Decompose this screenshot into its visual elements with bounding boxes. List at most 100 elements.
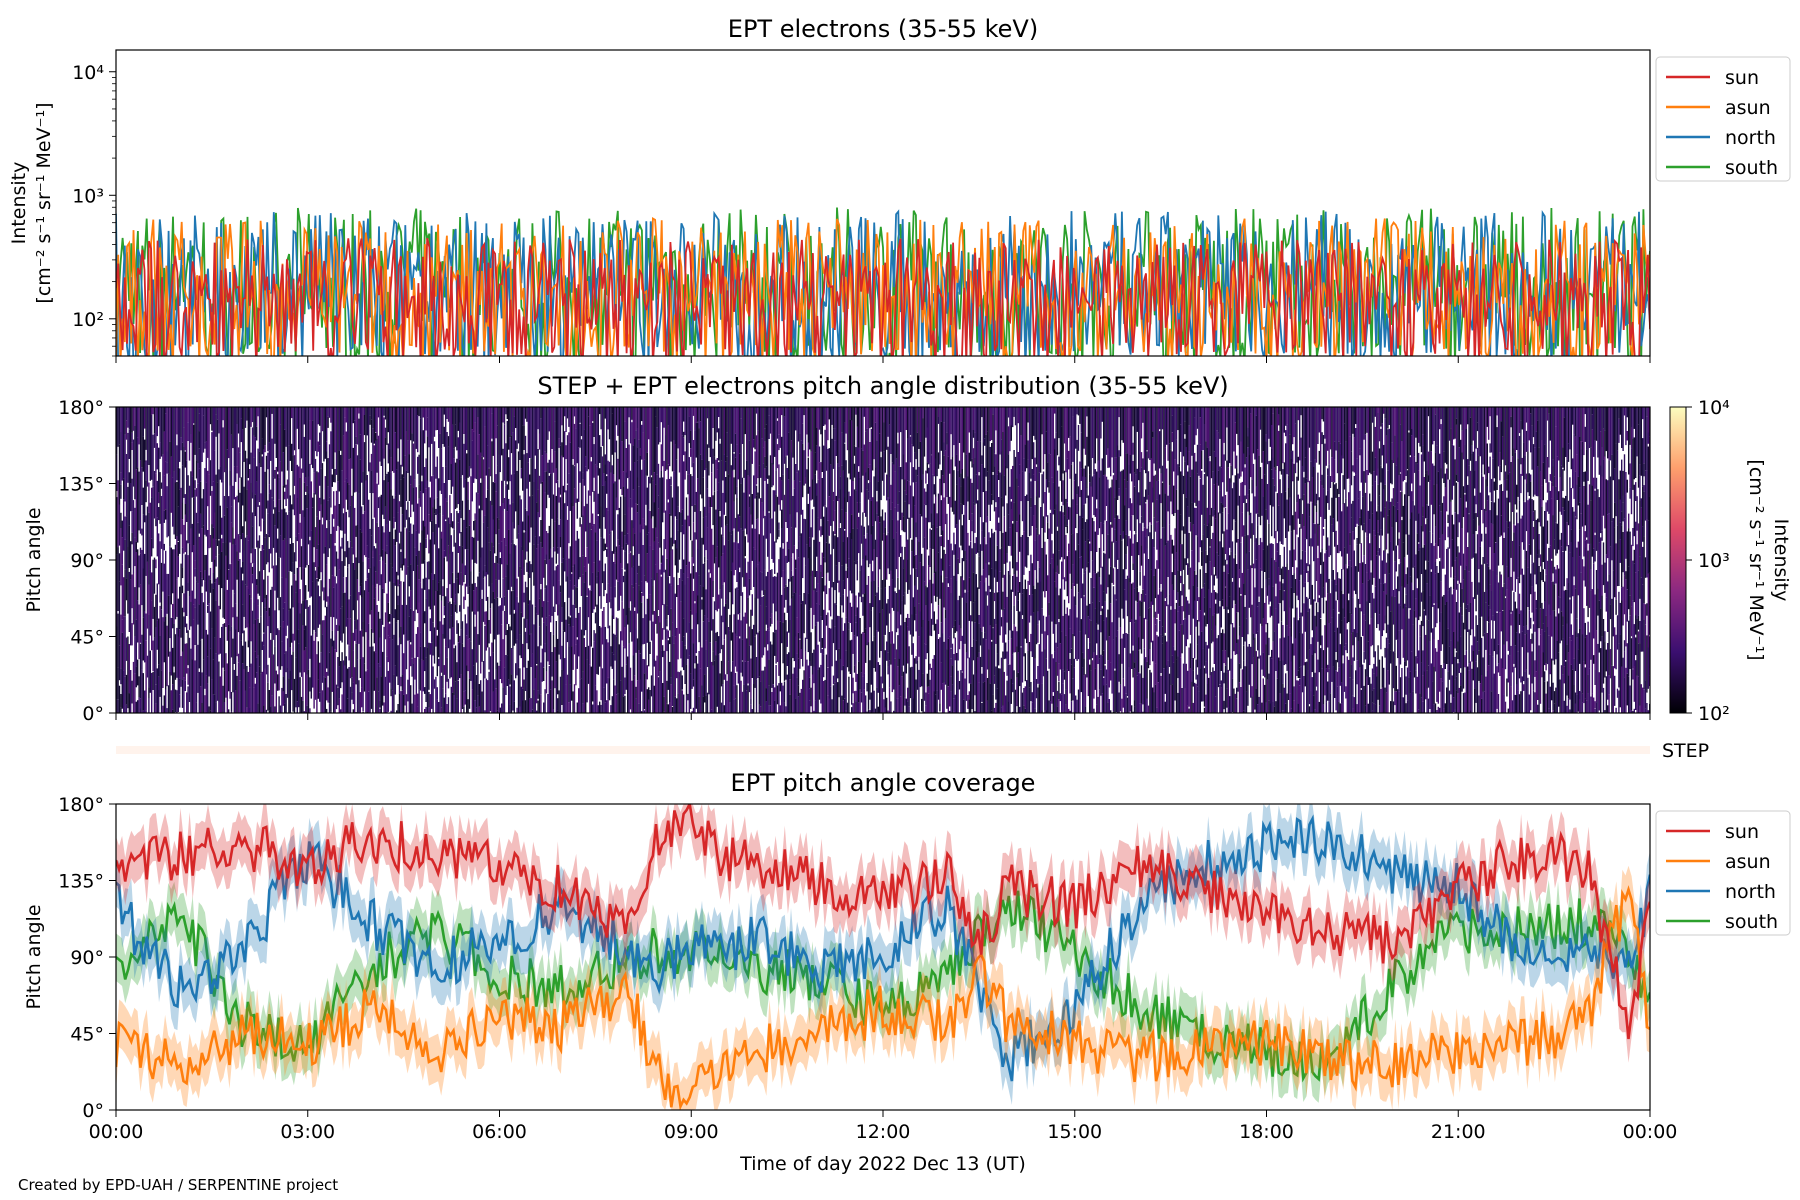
- heatmap-cell: [855, 663, 857, 682]
- heatmap-cell: [1020, 647, 1022, 713]
- heatmap-cell: [996, 688, 998, 713]
- heatmap-cell: [1100, 407, 1102, 439]
- heatmap-cell: [1049, 563, 1052, 639]
- heatmap-cell: [809, 610, 811, 661]
- heatmap-cell: [1069, 507, 1071, 574]
- heatmap-cell: [204, 570, 206, 582]
- heatmap-cell: [274, 470, 276, 479]
- heatmap-cell: [236, 466, 238, 474]
- heatmap-cell: [295, 592, 297, 658]
- heatmap-cell: [1047, 407, 1049, 463]
- heatmap-cell: [571, 459, 573, 503]
- heatmap-cell: [394, 609, 396, 666]
- heatmap-cell: [286, 560, 289, 626]
- heatmap-cell: [844, 497, 846, 530]
- heatmap-cell: [803, 593, 805, 634]
- heatmap-cell: [792, 496, 794, 554]
- heatmap-cell: [218, 554, 220, 585]
- heatmap-cell: [856, 528, 858, 561]
- heatmap-cell: [386, 545, 388, 555]
- heatmap-cell: [138, 676, 140, 697]
- heatmap-cell: [942, 475, 944, 531]
- heatmap-cell: [725, 538, 727, 604]
- heatmap-cell: [603, 607, 605, 627]
- heatmap-cell: [474, 681, 476, 701]
- heatmap-cell: [855, 615, 857, 623]
- heatmap-cell: [263, 645, 265, 706]
- heatmap-cell: [1019, 474, 1021, 515]
- heatmap-cell: [867, 467, 870, 481]
- heatmap-cell: [552, 606, 555, 635]
- heatmap-cell: [230, 522, 233, 564]
- heatmap-cell: [953, 532, 955, 555]
- heatmap-cell: [249, 537, 251, 595]
- heatmap-cell: [410, 685, 412, 713]
- heatmap-cell: [158, 447, 160, 493]
- heatmap-cell: [680, 601, 682, 659]
- heatmap-cell: [754, 549, 756, 598]
- heatmap-cell: [1126, 697, 1129, 713]
- heatmap-cell: [124, 516, 126, 540]
- heatmap-cell: [1056, 624, 1059, 648]
- heatmap-cell: [587, 416, 590, 470]
- heatmap-cell: [419, 491, 422, 507]
- heatmap-cell: [1117, 445, 1119, 500]
- heatmap-cell: [389, 449, 391, 521]
- heatmap-cell: [880, 676, 882, 713]
- heatmap-cell: [205, 554, 207, 592]
- heatmap-cell: [327, 687, 329, 703]
- heatmap-cell: [821, 478, 823, 536]
- heatmap-cell: [372, 585, 374, 633]
- heatmap-cell: [1103, 620, 1105, 651]
- heatmap-cell: [1089, 482, 1091, 542]
- heatmap-cell: [846, 596, 849, 668]
- heatmap-cell: [211, 679, 213, 713]
- heatmap-cell: [996, 474, 998, 546]
- heatmap-cell: [984, 467, 986, 538]
- heatmap-cell: [790, 598, 793, 658]
- heatmap-cell: [498, 606, 500, 635]
- heatmap-cell: [639, 407, 641, 449]
- heatmap-cell: [1139, 571, 1141, 586]
- heatmap-cell: [1058, 595, 1060, 619]
- heatmap-cell: [834, 510, 836, 534]
- heatmap-cell: [995, 569, 997, 625]
- heatmap-cell: [635, 407, 637, 431]
- heatmap-cell: [277, 474, 279, 529]
- heatmap-cell: [660, 563, 662, 575]
- heatmap-cell: [592, 525, 594, 573]
- heatmap-cell: [629, 667, 632, 710]
- heatmap-cell: [326, 564, 328, 602]
- heatmap-cell: [1135, 619, 1137, 646]
- heatmap-cell: [641, 407, 643, 422]
- heatmap-cell: [991, 443, 993, 495]
- heatmap-cell: [180, 487, 182, 535]
- heatmap-cell: [342, 592, 345, 634]
- heatmap-cell: [155, 627, 157, 685]
- heatmap-cell: [1019, 582, 1021, 593]
- heatmap-cell: [312, 420, 314, 469]
- heatmap-cell: [664, 569, 667, 640]
- heatmap-cell: [1072, 407, 1074, 417]
- heatmap-cell: [1002, 610, 1004, 643]
- heatmap-cell: [533, 544, 535, 586]
- heatmap-cell: [492, 591, 494, 653]
- heatmap-cell: [816, 407, 818, 428]
- heatmap-cell: [887, 710, 889, 713]
- heatmap-cell: [568, 646, 570, 703]
- heatmap-cell: [268, 710, 270, 713]
- heatmap-cell: [163, 695, 165, 713]
- heatmap-cell: [718, 654, 720, 698]
- heatmap-cell: [954, 544, 956, 621]
- heatmap-cell: [405, 431, 408, 471]
- heatmap-cell: [914, 505, 916, 556]
- heatmap-cell: [1119, 471, 1122, 535]
- heatmap-cell: [400, 531, 402, 550]
- heatmap-cell: [548, 475, 550, 498]
- heatmap-cell: [573, 604, 576, 655]
- heatmap-cell: [753, 547, 755, 587]
- heatmap-cell: [201, 703, 203, 713]
- heatmap-cell: [642, 659, 644, 713]
- heatmap-cell: [396, 469, 398, 542]
- heatmap-cell: [942, 407, 944, 476]
